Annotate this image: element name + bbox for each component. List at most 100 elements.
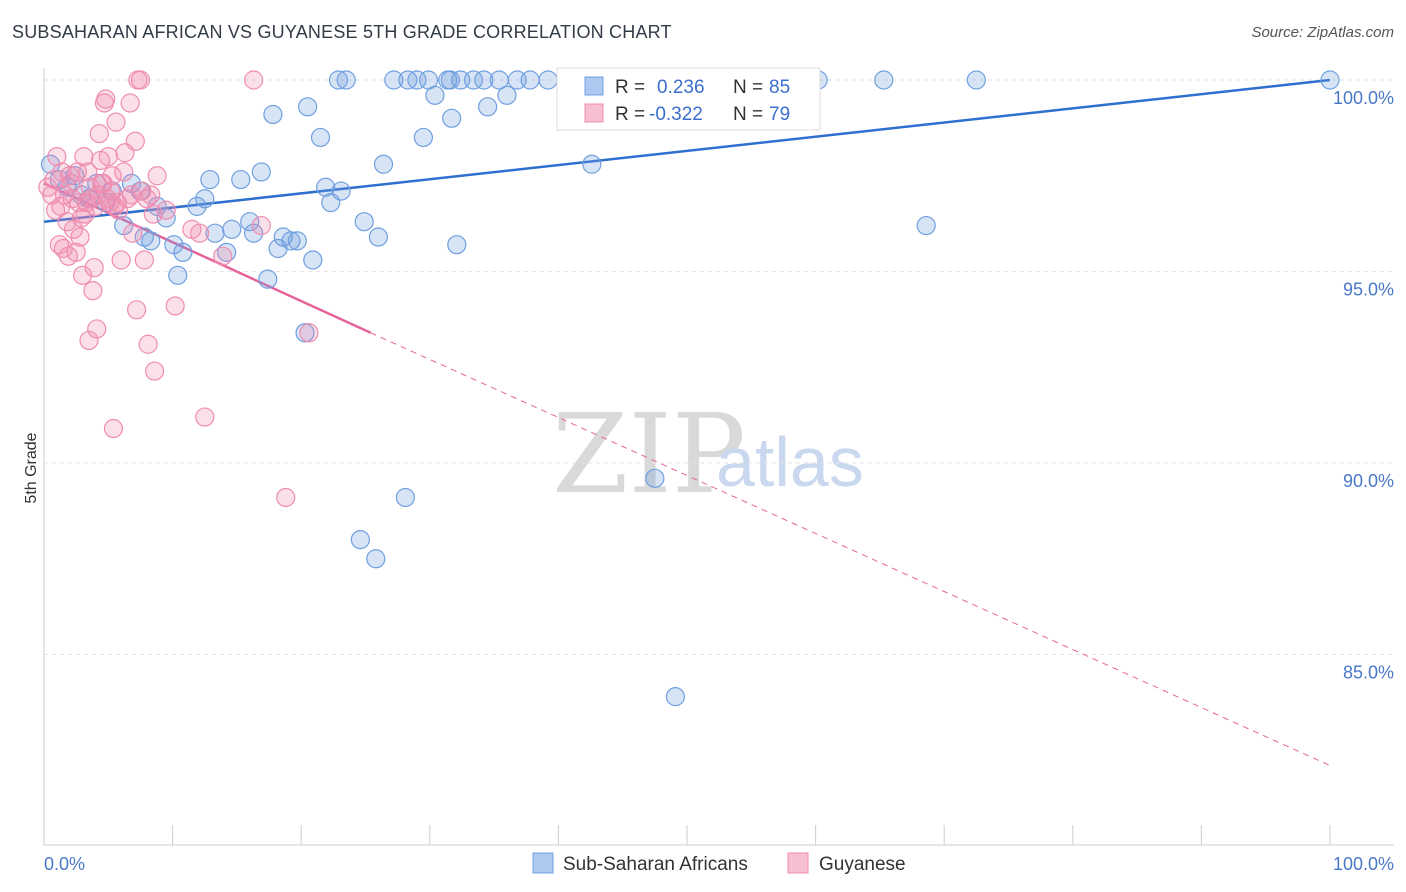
point-guyanese — [134, 250, 154, 270]
point-guyanese — [195, 407, 215, 427]
point-guyanese — [107, 192, 127, 213]
point-subsaharan — [222, 219, 242, 239]
point-guyanese — [276, 487, 296, 508]
point-subsaharan — [141, 231, 161, 251]
watermark-zip: ZIP — [552, 390, 746, 518]
legend-swatch-blue — [584, 76, 604, 96]
series-label-subsaharan: Sub-Saharan Africans — [563, 854, 748, 875]
point-subsaharan — [200, 169, 220, 190]
point-guyanese — [72, 265, 93, 285]
point-guyanese — [251, 215, 271, 236]
point-guyanese — [45, 200, 66, 220]
point-guyanese — [51, 196, 71, 216]
legend-n-label: N = — [733, 77, 763, 98]
series-swatch-blue — [532, 852, 554, 874]
point-subsaharan — [316, 177, 336, 197]
point-guyanese — [96, 89, 116, 109]
trend-extension-guyanese — [370, 332, 1331, 767]
point-subsaharan — [156, 208, 176, 228]
point-guyanese — [190, 223, 210, 243]
trend-line-subsaharan — [43, 78, 1331, 223]
correlation-legend: R = 0.236 N = 85 R = -0.322 N = 79 — [556, 67, 821, 131]
point-subsaharan — [303, 250, 323, 270]
point-subsaharan — [384, 70, 404, 90]
point-subsaharan — [463, 70, 484, 90]
point-guyanese — [147, 166, 167, 186]
series-label-guyanese: Guyanese — [819, 854, 906, 875]
point-subsaharan — [328, 70, 349, 90]
point-subsaharan — [368, 227, 388, 247]
point-guyanese — [83, 281, 103, 301]
point-guyanese — [88, 185, 108, 205]
point-subsaharan — [251, 162, 271, 182]
point-guyanese — [103, 418, 124, 439]
point-subsaharan — [440, 70, 460, 90]
point-subsaharan — [413, 127, 433, 148]
point-guyanese — [143, 204, 163, 224]
point-guyanese — [84, 258, 104, 278]
point-subsaharan — [310, 127, 331, 148]
y-axis-label: 5th Grade — [23, 432, 40, 503]
y-tick-label: 90.0% — [1343, 471, 1394, 491]
point-guyanese — [87, 319, 107, 339]
source-label: Source: ZipAtlas.com — [1251, 24, 1394, 41]
y-tick-label: 100.0% — [1333, 88, 1394, 108]
point-subsaharan — [442, 108, 462, 128]
point-guyanese — [111, 250, 131, 270]
y-tick-label: 85.0% — [1343, 663, 1394, 683]
series-legend: Sub-Saharan Africans Guyanese — [532, 852, 906, 875]
point-subsaharan — [258, 269, 278, 289]
legend-r-value: 0.236 — [657, 77, 705, 98]
point-subsaharan — [407, 70, 427, 90]
legend-n-label: N = — [733, 104, 763, 125]
point-guyanese — [66, 242, 86, 262]
axes: 100.0% 95.0% 90.0% 85.0% 0.0% 100.0% — [43, 68, 1394, 874]
point-subsaharan — [195, 189, 215, 209]
point-guyanese — [70, 227, 90, 247]
point-subsaharan — [287, 231, 307, 251]
point-guyanese — [114, 162, 134, 182]
point-guyanese — [141, 185, 161, 205]
point-guyanese — [156, 200, 176, 220]
point-guyanese — [165, 296, 185, 316]
point-guyanese — [63, 219, 84, 239]
point-subsaharan — [538, 70, 558, 90]
point-subsaharan — [478, 97, 498, 117]
point-guyanese — [130, 70, 151, 90]
point-subsaharan — [168, 265, 188, 285]
point-subsaharan — [520, 70, 540, 90]
point-subsaharan — [350, 529, 370, 550]
point-guyanese — [299, 323, 319, 343]
point-subsaharan — [474, 70, 494, 90]
point-guyanese — [62, 189, 82, 209]
point-subsaharan — [874, 70, 894, 90]
point-subsaharan — [582, 154, 602, 174]
legend-n-value: 79 — [769, 104, 790, 125]
point-subsaharan — [336, 70, 356, 90]
point-subsaharan — [263, 104, 283, 125]
point-subsaharan — [187, 196, 207, 216]
grid — [44, 79, 1394, 655]
point-subsaharan — [298, 97, 318, 117]
point-guyanese — [67, 162, 88, 182]
point-subsaharan — [354, 212, 374, 232]
point-subsaharan — [916, 215, 936, 236]
point-guyanese — [78, 162, 98, 182]
point-subsaharan — [244, 223, 264, 243]
legend-r-label: R = — [615, 77, 645, 98]
y-tick-label: 95.0% — [1343, 280, 1394, 300]
point-guyanese — [106, 112, 126, 132]
point-subsaharan — [49, 169, 70, 190]
point-subsaharan — [497, 85, 517, 105]
point-guyanese — [126, 300, 147, 320]
point-guyanese — [53, 238, 73, 259]
point-guyanese — [102, 166, 122, 186]
point-guyanese — [71, 208, 91, 228]
series-swatch-pink — [787, 852, 809, 874]
point-subsaharan — [425, 85, 445, 105]
point-subsaharan — [281, 231, 301, 251]
point-subsaharan — [366, 549, 386, 569]
point-subsaharan — [240, 212, 260, 232]
x-tick-label: 100.0% — [1333, 854, 1394, 874]
point-subsaharan — [1320, 70, 1340, 90]
